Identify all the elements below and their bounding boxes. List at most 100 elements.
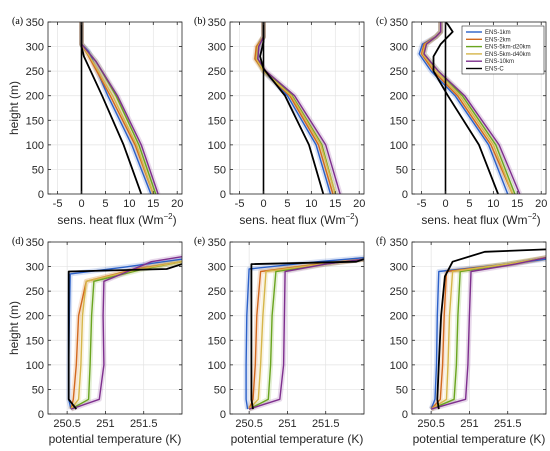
x-tick-label: 0: [78, 198, 84, 210]
legend-box: [461, 25, 545, 75]
y-tick-label: 0: [402, 409, 408, 421]
x-tick-label: -5: [235, 198, 245, 210]
series-group: [66, 254, 182, 412]
y-tick-label: 0: [402, 189, 408, 201]
y-tick-label: 50: [214, 164, 226, 176]
ticks: 250.5 251 251.5 0 50 100 150 200 250 300 350: [390, 237, 546, 430]
y-tick-label: 50: [214, 384, 226, 396]
y-tick-label: 0: [220, 409, 226, 421]
x-axis-label: sens. heat flux (Wm−2): [239, 212, 358, 227]
legend-label-ens-1km: ENS-1km: [485, 30, 511, 36]
series-line-ens-10km: [423, 22, 521, 194]
x-tick-label: 250.5: [235, 418, 263, 430]
y-tick-label: 150: [26, 115, 44, 127]
x-tick-label: 251: [96, 418, 114, 430]
panel-label: (d): [12, 236, 24, 247]
y-tick-label: 150: [208, 115, 226, 127]
x-axis-label: potential temperature (K): [49, 432, 182, 446]
x-tick-label: 251.5: [494, 418, 522, 430]
y-axis-label: height (m): [7, 301, 21, 355]
y-tick-label: 150: [390, 115, 408, 127]
panels: -5 0 5 10 15 20050100150200250300350(a)height…: [7, 16, 547, 446]
x-tick-label: 251: [278, 418, 296, 430]
y-tick-label: 100: [208, 140, 226, 152]
panel-label: (a): [12, 16, 23, 27]
x-tick-label: 5: [284, 198, 290, 210]
series-line-ens-c: [436, 248, 546, 410]
axes-box: [229, 241, 365, 415]
y-tick-label: 100: [26, 360, 44, 372]
y-tick-label: 150: [208, 335, 226, 347]
x-tick-label: -5: [53, 198, 63, 210]
x-tick-label: 251.5: [130, 418, 158, 430]
y-tick-label: 350: [26, 17, 44, 29]
y-tick-label: 350: [208, 17, 226, 29]
series-line-ens-5km-d40km: [430, 257, 546, 410]
x-axis-label-text: sens. heat flux: [57, 213, 138, 227]
x-tick-label: 250.5: [417, 418, 445, 430]
x-tick-label: 10: [487, 198, 499, 210]
panel-label: (f): [376, 236, 386, 247]
x-tick-label: 20: [535, 198, 547, 210]
series-line-ens-c: [432, 22, 499, 194]
y-tick-label: 200: [390, 91, 408, 103]
x-tick-label: 10: [305, 198, 317, 210]
y-tick-label: 200: [208, 311, 226, 323]
y-tick-label: 100: [390, 140, 408, 152]
y-tick-label: 300: [390, 262, 408, 274]
y-tick-label: 0: [38, 409, 44, 421]
x-axis-label-text: sens. heat flux: [421, 213, 502, 227]
y-tick-label: 150: [26, 335, 44, 347]
x-axis-label-unit: (Wm: [138, 213, 163, 227]
x-tick-label: 5: [102, 198, 108, 210]
panel-d: 250.5 251 251.5 0 50 100 150 200 250 300 350(d) hei…: [7, 236, 183, 446]
series-group: [243, 255, 364, 412]
x-axis-label-close: ): [173, 213, 177, 227]
legend-label-ens-2km: ENS-2km: [485, 37, 511, 43]
x-axis-label-close: ): [537, 213, 541, 227]
y-tick-label: 250: [208, 66, 226, 78]
x-tick-label: 250.5: [53, 418, 81, 430]
x-tick-label: 0: [442, 198, 448, 210]
y-tick-label: 50: [32, 164, 44, 176]
plot-area: [48, 22, 182, 194]
panel-label: (b): [194, 16, 206, 27]
y-tick-label: 100: [390, 360, 408, 372]
series-line-ens-c: [67, 263, 182, 410]
y-tick-label: 150: [390, 335, 408, 347]
y-tick-label: 250: [208, 286, 226, 298]
panel-label: (e): [194, 236, 205, 247]
panel-b: -5 0 5 10 15 20050100150200250300350(b)sens. …: [194, 16, 365, 227]
axes-box: [411, 21, 547, 195]
x-tick-label: 15: [511, 198, 523, 210]
y-tick-label: 250: [26, 286, 44, 298]
series-line-ens-10km: [430, 257, 546, 410]
axes-box: [47, 21, 183, 195]
x-axis-label-text: sens. heat flux: [239, 213, 320, 227]
x-axis-label-exp: −2: [345, 212, 355, 221]
panel-e: 250.5 251 251.5 0 50 100 150 200 250 300 350(e) pot…: [194, 236, 365, 446]
x-tick-label: -5: [417, 198, 427, 210]
series-group: [416, 22, 523, 194]
x-tick-label: 251.5: [312, 418, 340, 430]
y-tick-label: 50: [32, 384, 44, 396]
y-tick-label: 300: [208, 42, 226, 54]
x-axis-label-unit: (Wm: [320, 213, 345, 227]
x-tick-label: 15: [147, 198, 159, 210]
axes-box: [47, 241, 183, 415]
y-tick-label: 200: [26, 311, 44, 323]
x-tick-label: 20: [353, 198, 365, 210]
legend-label-ens-10km: ENS-10km: [485, 59, 514, 65]
series-group: [428, 248, 546, 412]
series-line-ens-10km: [70, 256, 182, 410]
y-tick-label: 300: [390, 42, 408, 54]
y-tick-label: 350: [390, 237, 408, 249]
y-tick-label: 200: [26, 91, 44, 103]
panel-label: (c): [376, 16, 387, 27]
series-line-ens-10km: [248, 258, 364, 410]
panel-a: -5 0 5 10 15 20050100150200250300350(a)height…: [7, 16, 183, 227]
x-axis-label-exp: −2: [527, 212, 537, 221]
